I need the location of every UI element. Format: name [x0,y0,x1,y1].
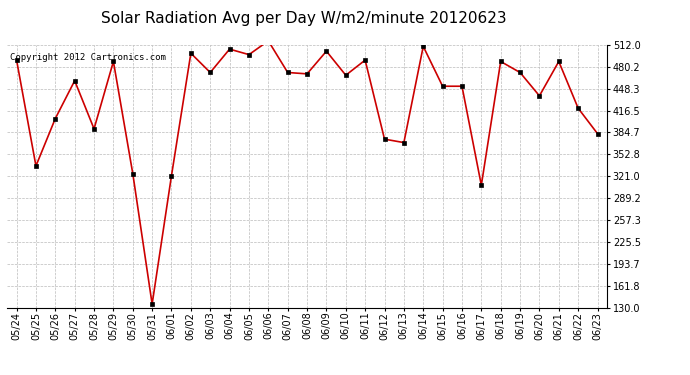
Text: Copyright 2012 Cartronics.com: Copyright 2012 Cartronics.com [10,53,166,62]
Text: Solar Radiation Avg per Day W/m2/minute 20120623: Solar Radiation Avg per Day W/m2/minute … [101,11,506,26]
